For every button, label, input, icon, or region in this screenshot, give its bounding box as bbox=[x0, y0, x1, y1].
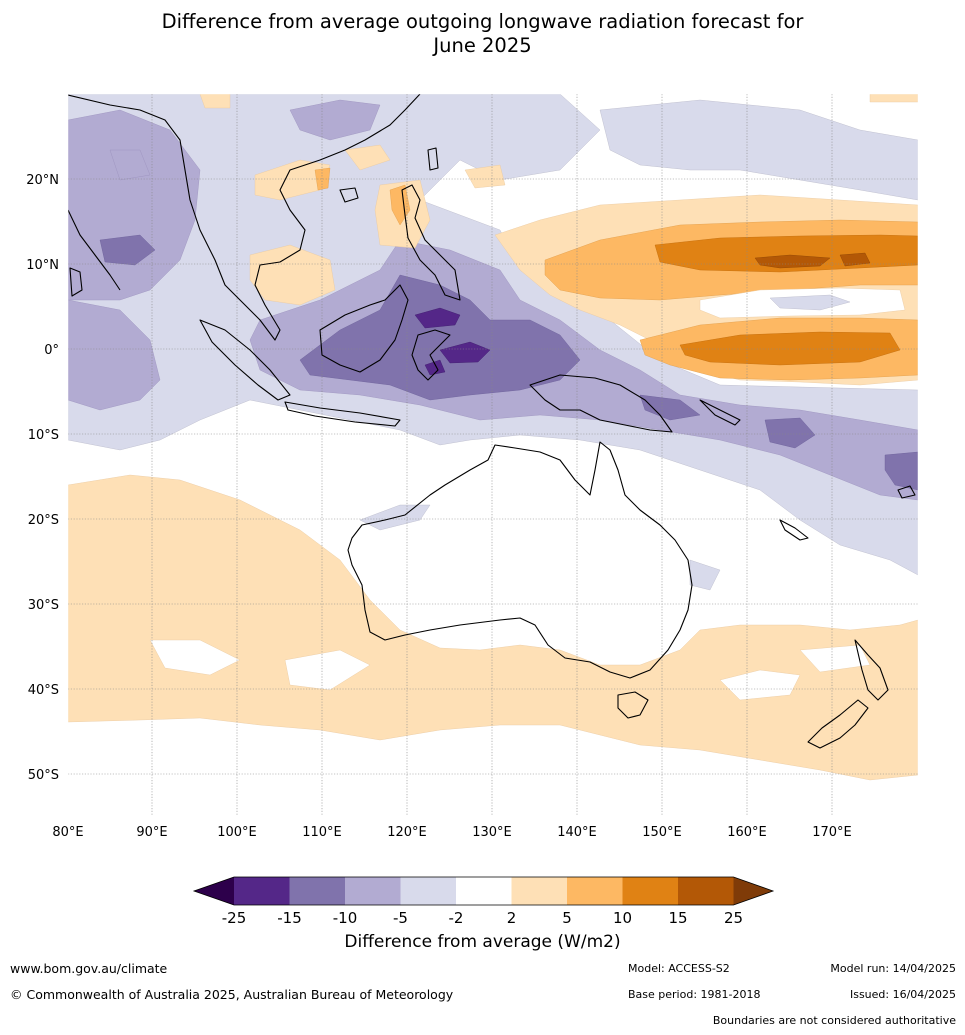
lat-label: 0° bbox=[44, 343, 59, 358]
sulawesi-coastline bbox=[411, 329, 451, 381]
lat-label: 30°S bbox=[28, 598, 59, 613]
colorbar-tick: -10 bbox=[333, 909, 358, 927]
colorbar-tick: 25 bbox=[724, 909, 743, 927]
new-zealand-south-coastline bbox=[807, 699, 869, 749]
colorbar-tick: -15 bbox=[277, 909, 302, 927]
colorbar-bin bbox=[622, 877, 678, 905]
colorbar-bin bbox=[345, 877, 401, 905]
colorbar-bin bbox=[567, 877, 623, 905]
title-line-1: Difference from average outgoing longwav… bbox=[161, 10, 804, 33]
colorbar-tick: -5 bbox=[393, 909, 408, 927]
colorbar-tick: 2 bbox=[507, 909, 517, 927]
colorbar: -25 -15 -10 -5 -2 2 5 10 15 25 bbox=[192, 876, 775, 927]
lon-label: 150°E bbox=[642, 825, 682, 840]
solomon-islands-coastline bbox=[699, 399, 741, 426]
lon-label: 80°E bbox=[52, 825, 83, 840]
sumatra-coastline bbox=[199, 319, 291, 401]
base-period-text: Base period: 1981-2018 bbox=[628, 988, 761, 1001]
coastlines bbox=[68, 94, 916, 749]
lat-label: 20°N bbox=[26, 173, 59, 188]
borneo-coastline bbox=[319, 284, 409, 373]
new-zealand-north-coastline bbox=[854, 639, 889, 701]
colorbar-bin bbox=[289, 877, 345, 905]
colorbar-tick: 10 bbox=[613, 909, 632, 927]
copyright-text: © Commonwealth of Australia 2025, Austra… bbox=[10, 987, 454, 1002]
lat-label: 10°S bbox=[28, 428, 59, 443]
colorbar-extend-low bbox=[194, 877, 234, 905]
tasmania-coastline bbox=[617, 691, 649, 719]
map-title: Difference from average outgoing longwav… bbox=[0, 10, 965, 58]
lon-label: 170°E bbox=[812, 825, 852, 840]
colorbar-tick: -2 bbox=[449, 909, 464, 927]
india-coastline bbox=[68, 209, 121, 291]
colorbar-bin bbox=[234, 877, 290, 905]
colorbar-tick: 15 bbox=[668, 909, 687, 927]
anomaly-contours bbox=[68, 94, 918, 781]
map-frame bbox=[67, 93, 919, 817]
model-run-text: Model run: 14/04/2025 bbox=[830, 962, 956, 975]
lat-label: 40°S bbox=[28, 683, 59, 698]
lat-label: 20°S bbox=[28, 513, 59, 528]
new-guinea-coastline bbox=[529, 374, 673, 433]
taiwan-coastline bbox=[427, 147, 439, 171]
sri-lanka-coastline bbox=[69, 267, 83, 297]
colorbar-bin bbox=[511, 877, 567, 905]
lon-label: 160°E bbox=[727, 825, 767, 840]
model-text: Model: ACCESS-S2 bbox=[628, 962, 730, 975]
asia-coastline bbox=[68, 94, 421, 341]
australia-coastline bbox=[347, 441, 693, 679]
latitude-labels: 20°N 10°N 0° 10°S 20°S 30°S 40°S 50°S bbox=[26, 173, 59, 783]
colorbar-tick: 5 bbox=[562, 909, 572, 927]
new-caledonia-coastline bbox=[779, 519, 809, 541]
lon-label: 100°E bbox=[217, 825, 257, 840]
lon-label: 120°E bbox=[387, 825, 427, 840]
issued-text: Issued: 16/04/2025 bbox=[849, 988, 956, 1001]
philippines-coastline bbox=[401, 184, 461, 301]
lon-label: 90°E bbox=[136, 825, 167, 840]
lon-label: 130°E bbox=[472, 825, 512, 840]
disclaimer-text: Boundaries are not considered authoritat… bbox=[712, 1014, 956, 1027]
colorbar-title: Difference from average (W/m2) bbox=[344, 932, 621, 952]
lon-label: 140°E bbox=[557, 825, 597, 840]
java-coastline bbox=[284, 401, 401, 427]
colorbar-bin bbox=[678, 877, 734, 905]
colorbar-tick: -25 bbox=[222, 909, 247, 927]
colorbar-bin bbox=[400, 877, 456, 905]
lon-label: 110°E bbox=[302, 825, 342, 840]
hainan-coastline bbox=[339, 187, 359, 203]
title-line-2: June 2025 bbox=[433, 34, 532, 57]
longitude-labels: 80°E 90°E 100°E 110°E 120°E 130°E 140°E … bbox=[52, 825, 851, 840]
lat-label: 50°S bbox=[28, 768, 59, 783]
colorbar-extend-high bbox=[733, 877, 773, 905]
website-link[interactable]: www.bom.gov.au/climate bbox=[10, 961, 168, 976]
lat-label: 10°N bbox=[26, 258, 59, 273]
fiji-coastline bbox=[897, 485, 916, 499]
colorbar-bin bbox=[456, 877, 512, 905]
